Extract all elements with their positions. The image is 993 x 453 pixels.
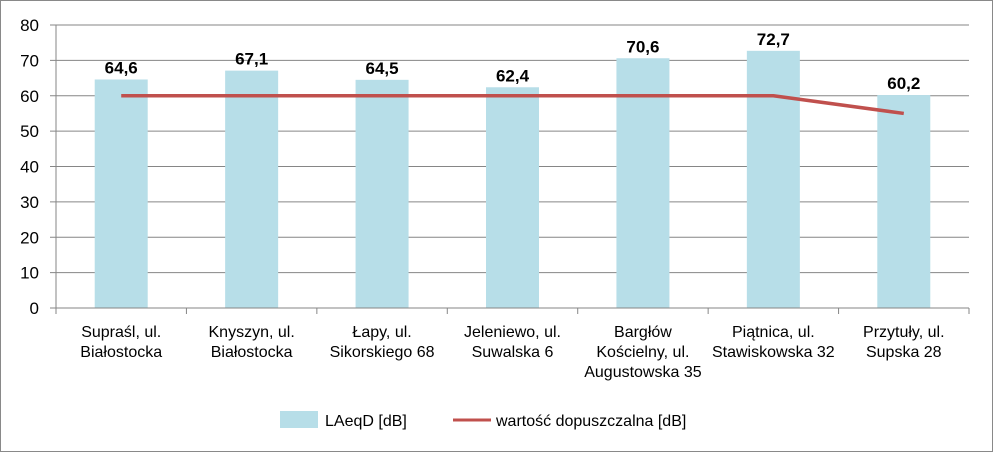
legend-label-bar: LAeqD [dB]: [325, 413, 407, 430]
bar-series: [94, 50, 931, 308]
x-category-label: Augustowska 35: [584, 364, 702, 381]
bar: [746, 50, 800, 308]
y-tick-label: 0: [30, 299, 39, 318]
x-category-label: Jeleniewo, ul.: [464, 324, 561, 341]
y-tick-label: 20: [20, 228, 39, 247]
x-category-label: Bargłów: [614, 324, 672, 341]
bar: [877, 95, 931, 308]
y-tick-label: 10: [20, 264, 39, 283]
y-tick-label: 60: [20, 87, 39, 106]
data-label: 64,6: [105, 58, 138, 77]
x-category-label: Sikorskiego 68: [330, 344, 435, 361]
data-label: 60,2: [887, 74, 920, 93]
x-category-label: Supska 28: [866, 344, 942, 361]
axes: [50, 24, 970, 314]
x-category-label: Piątnica, ul.: [732, 324, 815, 341]
y-tick-label: 40: [20, 158, 39, 177]
data-label: 67,1: [235, 50, 268, 69]
y-tick-labels: 0 10 20 30 40 50 60 70 80: [20, 16, 39, 318]
data-label: 72,7: [757, 30, 790, 49]
x-category-label: Białostocka: [80, 344, 162, 361]
limit-line-series: [121, 94, 905, 116]
data-label: 70,6: [626, 37, 659, 56]
limit-line: [121, 94, 905, 116]
legend: LAeqD [dB] wartość dopuszczalna [dB]: [280, 411, 686, 430]
x-category-label: Stawiskowska 32: [712, 344, 835, 361]
bar: [225, 70, 279, 308]
legend-swatch-bar: [280, 411, 318, 428]
data-label: 62,4: [496, 66, 530, 85]
x-category-label: Białostocka: [211, 344, 293, 361]
y-tick-label: 30: [20, 193, 39, 212]
bar: [486, 87, 539, 308]
data-labels: 64,6 67,1 64,5 62,4 70,6 72,7 60,2: [105, 30, 921, 93]
x-category-label: Knyszyn, ul.: [209, 324, 295, 341]
x-category-labels: Supraśl, ul. Białostocka Knyszyn, ul. Biało…: [80, 324, 944, 381]
x-category-label: Kościelny, ul.: [596, 344, 689, 361]
legend-label-line: wartość dopuszczalna [dB]: [495, 413, 686, 430]
bar: [94, 79, 148, 308]
x-category-label: Łapy, ul.: [352, 324, 411, 341]
bar: [616, 58, 670, 308]
y-tick-label: 50: [20, 122, 39, 141]
x-category-label: Przytuły, ul.: [863, 324, 945, 341]
y-tick-label: 80: [20, 16, 39, 35]
x-category-label: Supraśl, ul.: [81, 324, 161, 341]
x-category-label: Suwalska 6: [472, 344, 554, 361]
data-label: 64,5: [366, 59, 399, 78]
y-tick-label: 70: [20, 51, 39, 70]
bar: [355, 79, 409, 308]
